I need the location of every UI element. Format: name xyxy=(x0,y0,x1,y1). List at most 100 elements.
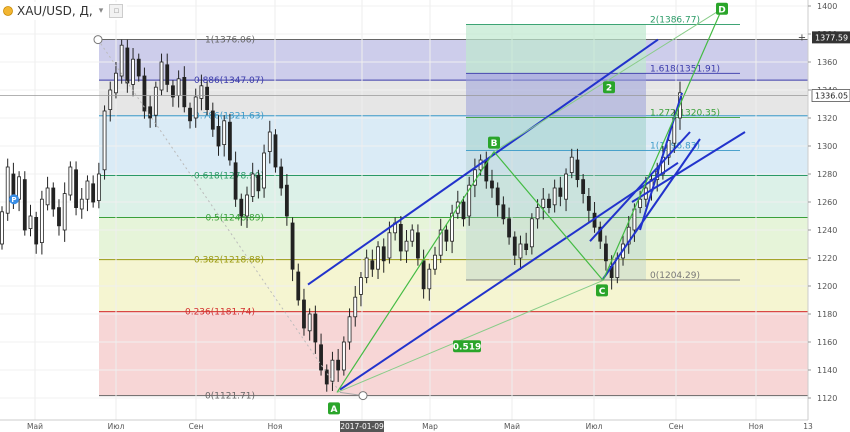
price-tick-label: 1260 xyxy=(817,198,837,207)
candle-body xyxy=(330,359,335,382)
candle-body xyxy=(421,260,426,290)
candle-body xyxy=(324,369,329,385)
candle-body xyxy=(0,211,4,245)
candle-body xyxy=(239,198,244,217)
candle-body xyxy=(359,277,363,295)
candle-body xyxy=(96,173,101,202)
time-tick-label: 13 xyxy=(803,422,813,431)
point-d-badge[interactable] xyxy=(716,2,728,15)
candle-body xyxy=(85,180,90,200)
candle-body xyxy=(284,184,289,217)
point-b-badge[interactable] xyxy=(488,136,500,149)
candle-body xyxy=(353,296,358,318)
candle-body xyxy=(501,204,506,220)
time-tick-label: Мар xyxy=(422,422,438,431)
fib-anchor-handle[interactable] xyxy=(93,35,103,45)
fib-level-label: 0.382(1218.88) xyxy=(194,256,264,266)
price-tick-label: 1300 xyxy=(817,142,837,151)
point-a-badge[interactable] xyxy=(328,402,340,415)
candle-body xyxy=(57,207,61,227)
candle-body xyxy=(210,110,215,130)
candle-body xyxy=(427,268,432,290)
price-tick-label: 1180 xyxy=(817,310,837,319)
candle-body xyxy=(222,120,227,146)
fib-level-label: 0.618(1278.90) xyxy=(194,172,264,182)
candle-body xyxy=(199,85,204,99)
candle-body xyxy=(5,166,10,214)
point-a-badge-label: A xyxy=(331,405,338,415)
ratio-badge[interactable] xyxy=(453,340,481,353)
candle-body xyxy=(148,106,153,119)
point-c-badge[interactable] xyxy=(596,284,608,297)
candle-body xyxy=(233,162,238,200)
trend-channel-lower[interactable] xyxy=(339,161,679,391)
abcd-ratio-line xyxy=(336,279,604,393)
time-axis xyxy=(0,420,850,432)
candle-body xyxy=(34,216,39,245)
time-tick-label: Июл xyxy=(586,422,603,431)
fib-band xyxy=(99,80,808,116)
candle-body xyxy=(341,341,346,371)
price-tick-label: 1200 xyxy=(817,282,837,291)
candle-body xyxy=(205,86,210,110)
symbol-logo-icon xyxy=(3,6,13,16)
candle-body xyxy=(119,44,124,77)
candle-body xyxy=(512,236,517,256)
price-tag-fib xyxy=(812,31,850,44)
fib-ext-label: 1.272(1320.35) xyxy=(650,109,720,119)
trend-line[interactable] xyxy=(602,138,701,280)
candle-body xyxy=(267,131,272,153)
candle-body xyxy=(410,229,415,242)
candle-body xyxy=(39,198,44,243)
price-tick-label: 1360 xyxy=(817,58,837,67)
candle-body xyxy=(176,78,181,97)
chart-header: XAU/USD, Д, ▾ ▫ xyxy=(0,2,128,20)
candle-body xyxy=(604,243,608,262)
candle-body xyxy=(302,299,306,329)
fib-ext-label: 2(1386.77) xyxy=(650,16,700,26)
candle-body xyxy=(490,180,494,189)
candle-body xyxy=(598,226,603,242)
candle-body xyxy=(467,184,472,217)
candle-body xyxy=(666,139,671,158)
candle-body xyxy=(416,232,420,259)
candle-body xyxy=(507,218,511,238)
fib-anchor-handle[interactable] xyxy=(358,391,368,401)
candle-body xyxy=(279,166,284,189)
symbol-title[interactable]: XAU/USD, Д, xyxy=(17,4,93,18)
price-tick-label: 1240 xyxy=(817,226,837,235)
candle-body xyxy=(307,313,312,332)
candle-body xyxy=(575,159,580,181)
candle-body xyxy=(131,58,135,85)
candle-body xyxy=(547,198,551,208)
candle-body xyxy=(262,152,266,189)
series-settings-icon[interactable]: ▫ xyxy=(109,4,124,18)
event-marker-icon[interactable] xyxy=(9,194,19,205)
candle-body xyxy=(250,173,255,197)
trend-line[interactable] xyxy=(589,131,691,242)
time-cursor-label: 2017-01-09 xyxy=(340,422,384,431)
fib-level-label: 0.5(1248.89) xyxy=(205,214,264,224)
add-price-icon: + xyxy=(798,32,806,43)
fib-ext-label: 1(1296.83) xyxy=(650,141,700,151)
candle-body xyxy=(444,229,449,242)
candle-body xyxy=(581,179,586,195)
candle-body xyxy=(171,85,175,98)
candle-body xyxy=(193,96,198,119)
time-tick-label: Май xyxy=(504,422,520,431)
candle-body xyxy=(535,207,540,220)
time-tick-label: Июл xyxy=(108,422,125,431)
ratio-badge-label: 0.519 xyxy=(453,343,481,353)
candle-body xyxy=(256,174,261,192)
candle-body xyxy=(182,77,187,108)
ratio-badge[interactable] xyxy=(603,81,615,94)
candle-body xyxy=(381,246,386,262)
candle-body xyxy=(68,166,73,196)
chevron-down-icon[interactable]: ▾ xyxy=(98,6,104,16)
trend-channel-upper[interactable] xyxy=(307,38,659,286)
trend-line[interactable] xyxy=(631,131,746,203)
candle-body xyxy=(370,260,375,270)
candle-body xyxy=(364,257,369,279)
candle-body xyxy=(79,198,84,210)
